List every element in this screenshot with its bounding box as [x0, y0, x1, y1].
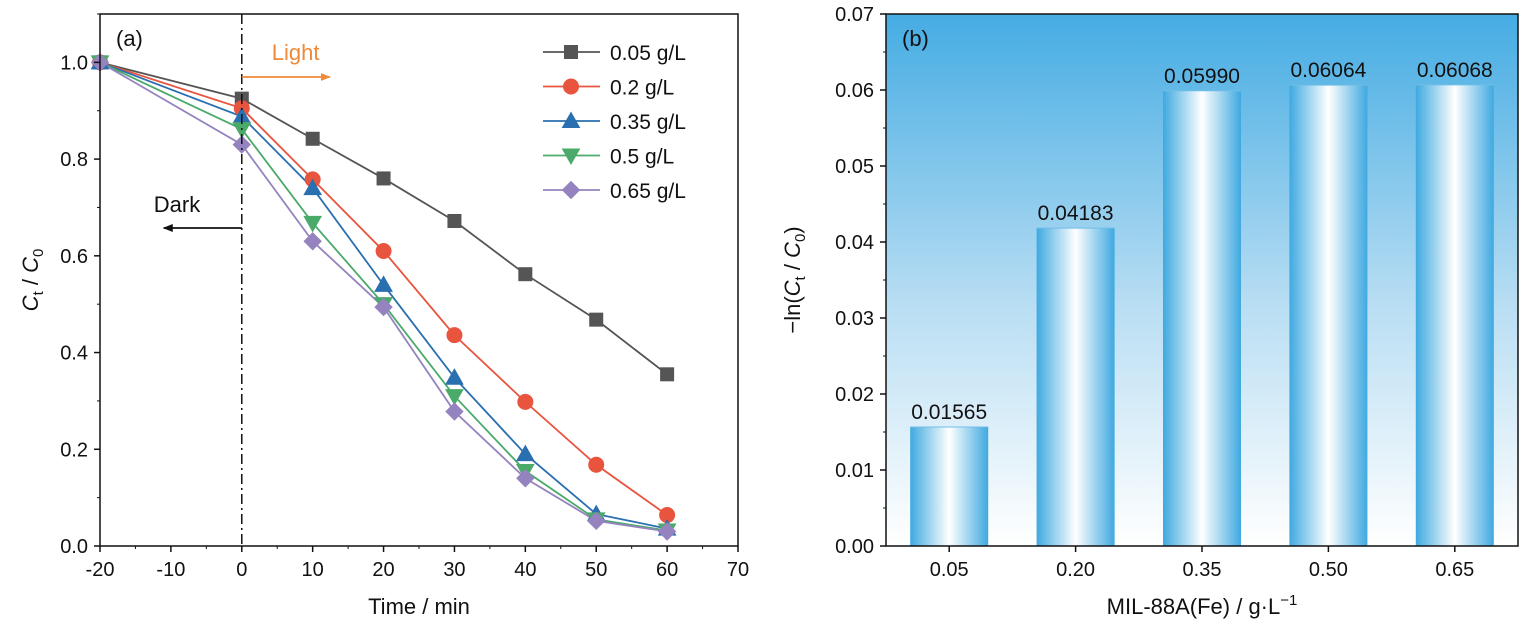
x-tick-label: 40: [514, 559, 536, 581]
dark-annotation: Dark: [154, 192, 201, 217]
data-point: [587, 511, 606, 531]
y-tick-label: 0.07: [835, 4, 874, 26]
legend-marker: [561, 180, 581, 200]
y-tick-label: 0.8: [60, 149, 88, 171]
bar: [1163, 90, 1241, 546]
panel-a-legend: 0.05 g/L 0.2 g/L 0.35 g/L 0.5 g/L 0.65 g/L: [543, 42, 686, 203]
data-point: [374, 275, 393, 292]
x-tick-label: 50: [585, 559, 607, 581]
data-point: [588, 456, 605, 473]
series-line: [99, 61, 668, 376]
bar: [1415, 84, 1494, 546]
legend-label: 0.05 g/L: [610, 42, 686, 65]
x-tick-label: -20: [86, 559, 115, 581]
legend-marker: [561, 111, 581, 128]
panel-a-line-chart: -20 -10 0 10 20 30 40 50 60 700.00.20.40.60.81.0 …: [18, 13, 749, 619]
bar-value-label: 0.06064: [1290, 59, 1366, 82]
y-tick-label: 0.01: [835, 460, 874, 482]
data-point: [445, 402, 464, 421]
bar: [1289, 85, 1368, 547]
panel-a-label: (a): [116, 26, 143, 51]
bar-value-label: 0.01565: [911, 401, 987, 424]
legend-label: 0.5 g/L: [610, 146, 674, 169]
y-tick-label: 0.6: [60, 246, 88, 268]
y-tick-label: 0.04: [835, 232, 874, 254]
series-line: [99, 61, 668, 516]
panel-b-frame: [885, 13, 1519, 547]
legend-label: 0.35 g/L: [610, 111, 686, 134]
legend-marker: [561, 148, 581, 166]
data-point: [376, 171, 391, 186]
legend-marker: [564, 45, 578, 59]
y-tick-label: 0.02: [835, 384, 874, 406]
panel-a-y-axis-label: Ct / C0: [18, 249, 47, 312]
data-point: [445, 368, 464, 385]
data-point: [657, 522, 677, 541]
x-tick-label: 0.35: [1183, 559, 1222, 581]
x-tick-label: 70: [727, 559, 749, 581]
y-tick-label: 0.4: [60, 343, 88, 365]
x-tick-label: -10: [156, 559, 185, 581]
y-tick-label: 1.0: [60, 52, 88, 74]
y-tick-label: 0.05: [835, 156, 874, 178]
data-point: [446, 327, 463, 344]
data-point: [305, 131, 320, 146]
x-tick-label: 60: [656, 559, 678, 581]
data-point: [375, 242, 392, 259]
data-point: [516, 469, 535, 488]
data-point: [515, 444, 535, 462]
series-line: [99, 61, 668, 533]
x-tick-label: 20: [372, 559, 394, 581]
data-point: [303, 232, 322, 251]
data-point: [517, 393, 534, 410]
y-tick-label: 0.03: [835, 308, 874, 330]
legend-marker: [563, 78, 579, 95]
y-tick-label: 0.06: [835, 80, 874, 102]
bar: [910, 427, 989, 546]
data-point: [303, 178, 323, 196]
bar-value-label: 0.04183: [1038, 202, 1114, 225]
panel-a-frame: [99, 13, 739, 547]
light-annotation: Light: [272, 40, 320, 65]
x-tick-label: 0.50: [1309, 559, 1348, 581]
x-tick-label: 30: [443, 559, 465, 581]
x-tick-label: 0.65: [1435, 559, 1474, 581]
panel-b-label: (b): [902, 26, 929, 51]
series-line: [99, 61, 668, 532]
panel-b-bar-chart: 0.01565 0.04183 0.05990 0.06064 0.06068 0.05…: [780, 4, 1519, 619]
panel-b-y-axis-label: −ln(Ct / C0): [780, 226, 809, 333]
data-point: [232, 135, 251, 154]
x-tick-label: 10: [302, 559, 324, 581]
y-tick-label: 0.00: [835, 536, 874, 558]
x-tick-label: 0.05: [930, 559, 969, 581]
y-tick-label: 0.2: [60, 439, 88, 461]
x-tick-label: 0: [236, 559, 247, 581]
data-point: [445, 389, 464, 406]
data-point: [303, 215, 323, 233]
y-tick-label: 0.0: [60, 536, 88, 558]
panel-a-x-axis-label: Time / min: [368, 594, 470, 619]
panel-b-x-axis-label: MIL-88A(Fe) / g·L−1: [1107, 592, 1298, 619]
data-point: [660, 367, 675, 382]
series-line: [99, 61, 668, 530]
legend-label: 0.2 g/L: [610, 77, 674, 100]
data-point: [589, 312, 604, 327]
data-point: [518, 267, 533, 282]
legend-label: 0.65 g/L: [610, 180, 686, 203]
bar-value-label: 0.05990: [1164, 65, 1240, 88]
bar: [1036, 228, 1115, 547]
data-point: [447, 213, 462, 228]
bar-value-label: 0.06068: [1417, 59, 1493, 82]
x-tick-label: 0.20: [1056, 559, 1095, 581]
data-point: [374, 297, 393, 317]
